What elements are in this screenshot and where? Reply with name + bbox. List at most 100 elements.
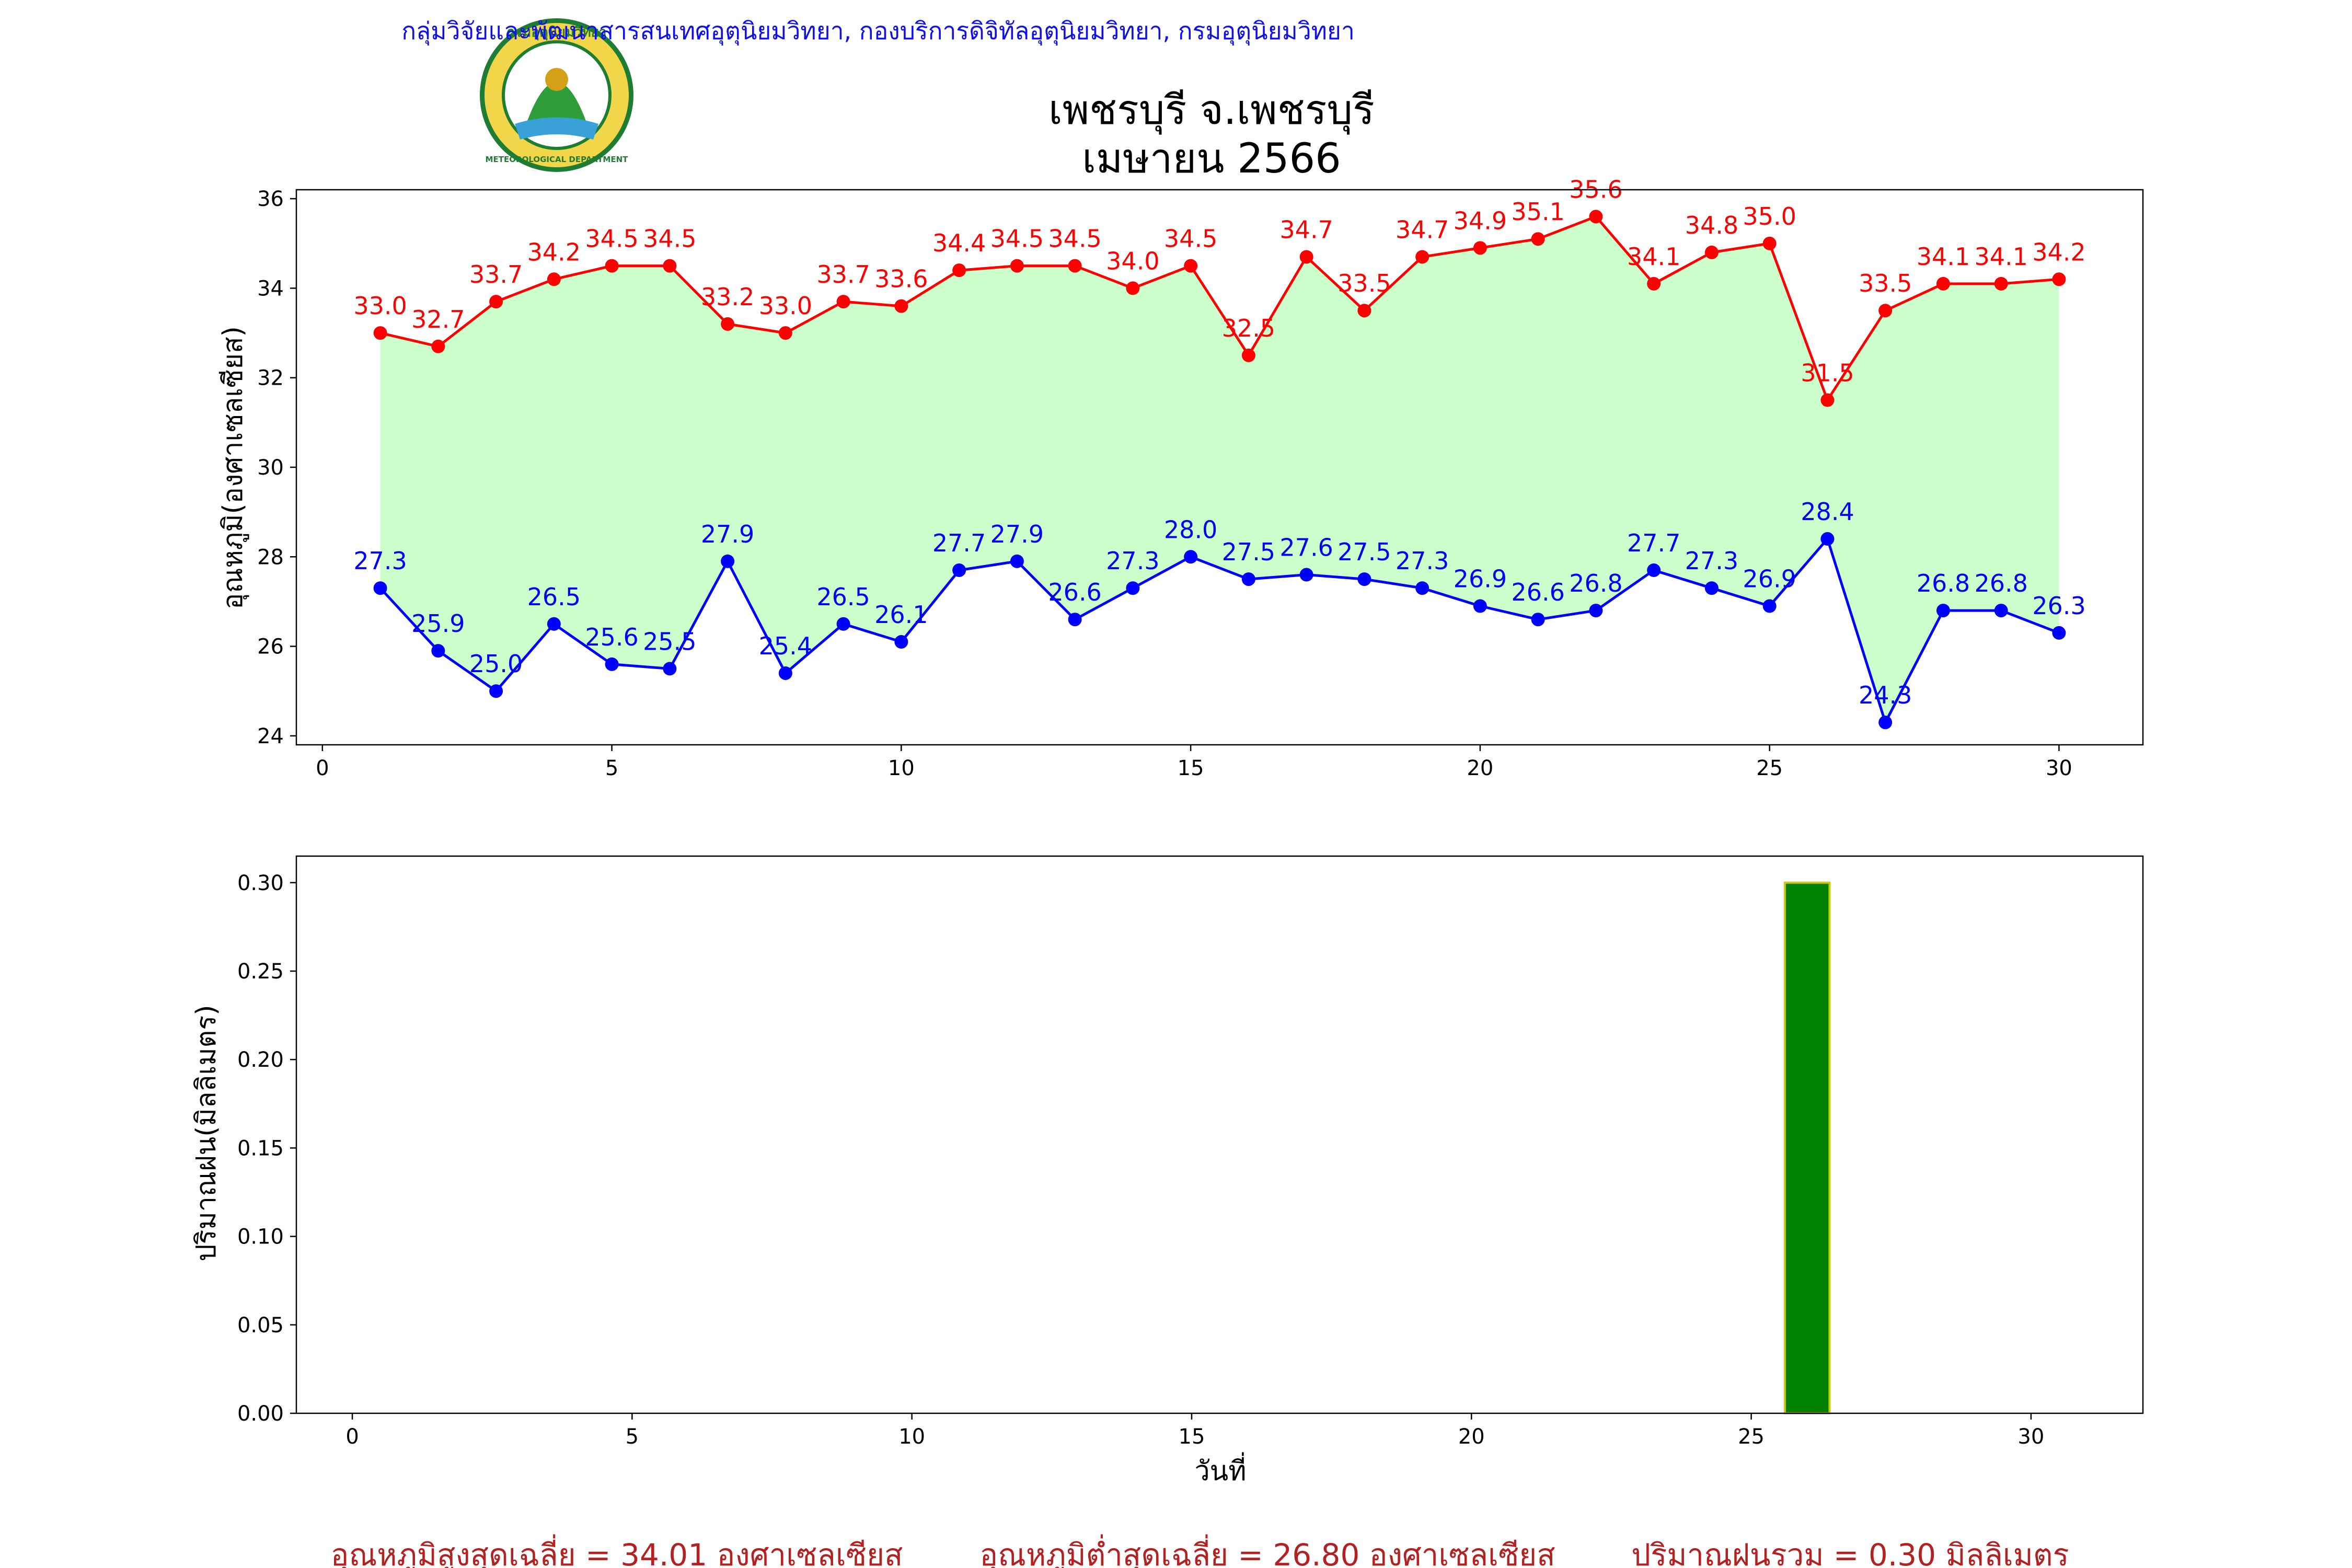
max-temp-point (663, 259, 677, 273)
min-temp-point (1704, 581, 1719, 595)
min-temp-point (1241, 572, 1255, 586)
min-temp-point (489, 684, 503, 698)
max-temp-data-label: 34.9 (1454, 206, 1507, 235)
temperature-fill-layer (380, 216, 2059, 723)
max-temp-point (1589, 210, 1603, 224)
department-line: กลุ่มวิจัยและพัฒนาสารสนเทศอุตุนิยมวิทยา,… (401, 17, 1355, 46)
min-temp-point (1531, 613, 1545, 627)
max-temp-point (1762, 236, 1777, 250)
max-temp-data-label: 34.0 (1106, 247, 1159, 275)
min-temp-point (1762, 599, 1777, 613)
min-temp-point (1415, 581, 1429, 595)
min-temp-data-label: 27.9 (990, 520, 1044, 548)
min-temp-point (778, 666, 792, 680)
temperature-x-tick-label: 0 (316, 756, 329, 780)
min-temp-data-label: 27.5 (1222, 538, 1275, 566)
temperature-range-fill (380, 216, 2059, 723)
min-temp-point (952, 563, 966, 577)
min-temp-point (1820, 532, 1835, 546)
max-temp-point (1299, 250, 1313, 264)
max-temp-point (1820, 393, 1835, 407)
min-temp-point (547, 617, 561, 631)
max-temp-data-label: 32.7 (411, 305, 465, 333)
max-temp-data-label: 34.2 (2032, 238, 2085, 266)
min-temp-data-label: 25.4 (759, 632, 812, 660)
min-temp-data-label: 27.9 (701, 520, 754, 548)
max-temp-data-label: 33.2 (701, 283, 754, 311)
max-temp-point (894, 299, 908, 313)
max-temp-point (1184, 259, 1198, 273)
temperature-y-tick-label: 36 (257, 187, 284, 211)
rainfall-x-tick-label: 15 (1179, 1425, 1205, 1449)
max-temp-point (1994, 276, 2008, 291)
min-temp-data-label: 26.9 (1743, 565, 1796, 593)
max-temp-point (431, 339, 445, 353)
chart-title-station: เพชรบุรี จ.เพชรบุรี (1048, 87, 1375, 135)
max-temp-data-label: 33.0 (759, 292, 812, 320)
summary-avg-max: อุณหภูมิสูงสุดเฉลี่ย = 34.01 องศาเซลเซีย… (331, 1534, 903, 1568)
temperature-y-tick-label: 26 (257, 635, 284, 659)
min-temp-data-label: 28.0 (1164, 515, 1217, 544)
max-temp-point (1126, 281, 1140, 295)
min-temp-data-label: 26.9 (1454, 565, 1507, 593)
max-temp-point (1647, 276, 1661, 291)
rainfall-x-tick-label: 5 (626, 1425, 639, 1449)
rainfall-y-tick-label: 0.10 (237, 1225, 284, 1249)
max-temp-line (380, 215, 2059, 403)
max-temp-point (836, 295, 850, 309)
min-temp-data-label: 26.6 (1511, 578, 1564, 606)
max-temp-data-label: 33.5 (1859, 269, 1912, 297)
max-temp-data-label: 34.7 (1396, 215, 1449, 244)
min-temp-point (836, 617, 850, 631)
rainfall-bars-layer (1783, 881, 1831, 1415)
min-temp-data-label: 25.5 (643, 627, 696, 655)
temperature-y-tick-label: 28 (257, 545, 284, 569)
max-temp-data-label: 34.4 (932, 229, 986, 257)
max-temp-point (1241, 348, 1255, 362)
min-temp-data-label: 26.5 (527, 583, 581, 611)
temperature-labels-layer: 33.0 32.733.734.2 34.5 34.533.2 33.033.7 33.6… (353, 175, 2085, 709)
rainfall-x-tick-label: 10 (898, 1425, 925, 1449)
rainfall-axes-frame (295, 855, 2144, 1414)
max-temp-data-label: 35.0 (1743, 202, 1796, 230)
min-temp-data-label: 27.7 (1627, 529, 1680, 557)
min-temp-data-label: 24.3 (1859, 681, 1912, 709)
max-temp-point (1473, 241, 1487, 255)
max-temp-data-label: 33.0 (353, 292, 407, 320)
max-temp-data-label: 34.5 (643, 225, 696, 253)
min-temp-point (1936, 604, 1950, 618)
min-temp-point (1184, 550, 1198, 564)
min-temp-line (379, 536, 2060, 726)
rainfall-x-tick-label: 30 (2017, 1425, 2044, 1449)
min-temp-point (1994, 604, 2008, 618)
max-temp-point (1357, 304, 1371, 318)
rainfall-x-tick-label: 0 (345, 1425, 359, 1449)
max-temp-data-label: 34.1 (1917, 243, 1970, 271)
min-temp-data-label: 27.3 (353, 547, 407, 575)
min-temp-point (721, 554, 735, 568)
temperature-x-tick-label: 25 (1756, 756, 1783, 780)
department-logo: กรมอุตุนิยมวิทยา METEOROLOGICAL DEPARTME… (480, 18, 633, 172)
min-temp-point (663, 662, 677, 676)
min-temp-data-label: 27.3 (1106, 547, 1159, 575)
max-temp-point (547, 272, 561, 286)
min-temp-point (2052, 626, 2066, 640)
min-temp-point (605, 657, 619, 671)
logo-text: กรมอุตุนิยมวิทยา (506, 25, 606, 41)
max-temp-data-label: 34.8 (1685, 211, 1738, 239)
temperature-y-tick-label: 34 (257, 276, 284, 301)
min-temp-point (1010, 554, 1024, 568)
max-temp-point (1878, 304, 1893, 318)
min-temp-point (373, 581, 387, 595)
max-temp-point (1010, 259, 1024, 273)
min-temp-data-label: 25.0 (469, 650, 523, 678)
temperature-x-tick-label: 10 (888, 756, 915, 780)
min-temp-data-label: 28.4 (1801, 498, 1854, 526)
max-temp-data-label: 34.1 (1974, 243, 2027, 271)
max-temp-data-label: 35.1 (1511, 198, 1564, 226)
temperature-y-tick-label: 30 (257, 456, 284, 480)
temperature-y-tick-label: 32 (257, 366, 284, 390)
rainfall-y-tick-label: 0.20 (237, 1048, 284, 1072)
max-temp-data-label: 34.7 (1279, 215, 1333, 244)
